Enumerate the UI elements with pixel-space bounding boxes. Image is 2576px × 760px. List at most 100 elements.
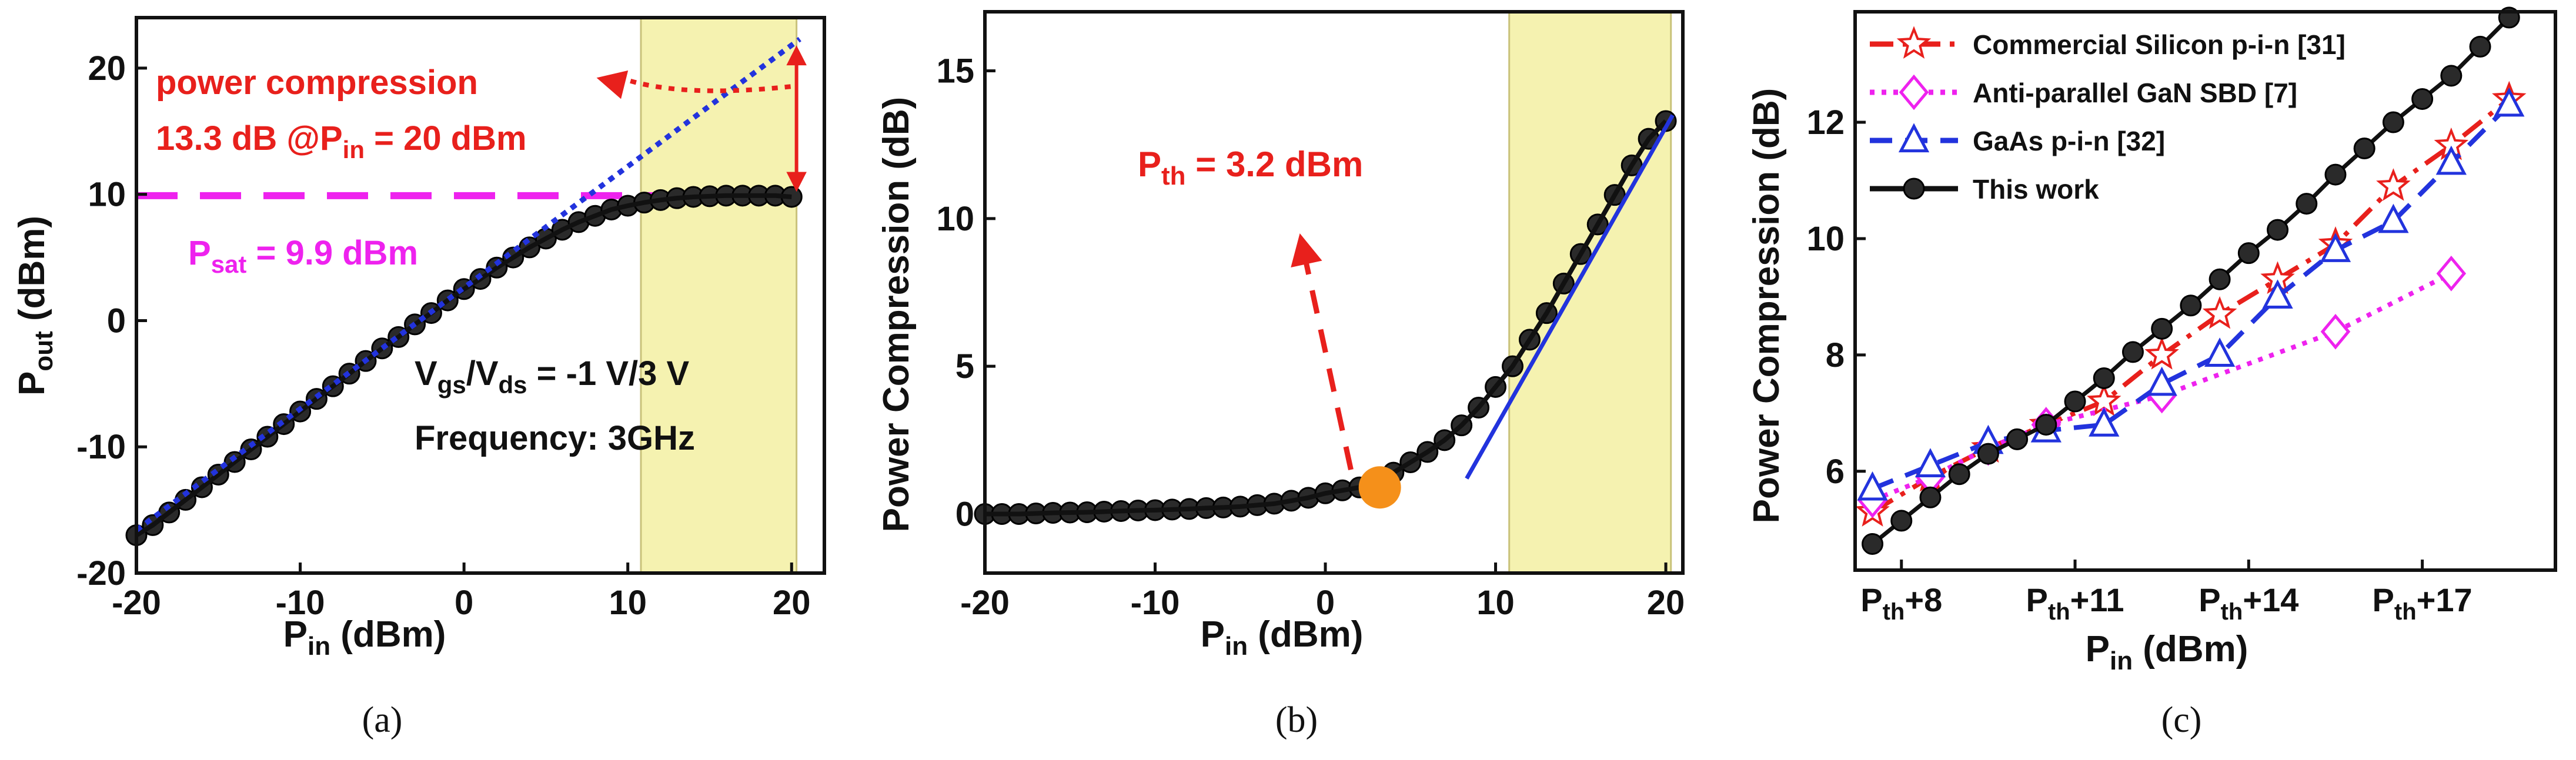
c-series-point — [2353, 138, 2375, 160]
y-tick-label: 10 — [936, 200, 974, 238]
c-series-point — [1977, 443, 1999, 465]
y-tick-label: 5 — [955, 347, 974, 386]
c-series-point — [1890, 510, 1913, 532]
y-tick-label: 20 — [88, 49, 126, 88]
b-caption: (b) — [1275, 700, 1318, 740]
a-ticks: -20 -10 0 10 20 -20 -10 0 10 20 — [76, 49, 810, 622]
y-tick-label: 8 — [1826, 336, 1845, 374]
c-series-point — [2151, 317, 2173, 340]
a-caption: (a) — [362, 700, 403, 740]
a-bias-label: Vgs/Vds = -1 V/3 V — [415, 354, 689, 399]
c-series-point — [2411, 88, 2434, 110]
b-threshold-arrow — [1303, 261, 1354, 471]
a-pointer-line — [619, 75, 791, 93]
x-tick-label-main: P — [2373, 581, 2394, 618]
x-tick-label-main: P — [1860, 581, 1882, 618]
c-series-point — [2204, 337, 2236, 367]
c-series-point — [2267, 219, 2289, 241]
y-tick-label: 0 — [107, 302, 126, 340]
b-threshold-point — [1358, 466, 1401, 509]
x-tick-label: -10 — [1131, 584, 1180, 622]
c-series-point — [2146, 366, 2177, 396]
a-psat-label: Psat = 9.9 dBm — [188, 234, 418, 278]
c-series-point — [1862, 533, 1884, 555]
y-tick-label: -20 — [76, 554, 126, 592]
c-series-point — [2436, 256, 2467, 292]
b-measured-line — [985, 119, 1668, 517]
y-tick-label: -10 — [76, 428, 126, 466]
c-series-point — [2237, 242, 2260, 265]
c-series-point — [2035, 414, 2057, 436]
x-tick-label-sub: th — [2221, 599, 2243, 625]
x-tick-label: -20 — [960, 584, 1010, 622]
a-y-axis-title: Pout (dBm) — [12, 216, 58, 396]
x-tick-label: 20 — [773, 584, 811, 622]
a-plot-content — [125, 36, 807, 547]
c-legend-marker — [1896, 26, 1932, 59]
c-y-axis-title: Power Compression (dB) — [1746, 88, 1787, 524]
b-ticks: -20 -10 0 10 20 0 5 10 15 — [936, 52, 1685, 622]
c-series-point — [2093, 367, 2115, 389]
c-series-point — [1915, 448, 1946, 477]
c-series-point — [2469, 35, 2491, 58]
c-series-point — [2494, 87, 2525, 117]
x-tick-label: 20 — [1647, 584, 1685, 622]
b-y-axis-title: Power Compression (dB) — [876, 97, 917, 533]
x-tick-label-sub: th — [2394, 599, 2417, 625]
c-series-point — [2324, 163, 2347, 186]
a-plot-frame — [135, 16, 826, 575]
x-tick-label: Pth+8 — [1860, 581, 1942, 625]
a-x-axis-title: Pin (dBm) — [283, 614, 446, 661]
x-tick-label-tail: +14 — [2243, 581, 2298, 618]
c-series-point — [2435, 145, 2467, 175]
c-legend-label: GaAs p-i-n [32] — [1973, 126, 2165, 156]
b-tangent-line — [1465, 114, 1675, 480]
c-series-point — [2006, 428, 2029, 450]
c-series-point — [1948, 463, 1970, 486]
x-tick-label: 10 — [1476, 584, 1515, 622]
c-series-point — [2209, 268, 2231, 290]
c-series-point — [2262, 279, 2293, 309]
c-legend-marker — [1899, 74, 1929, 111]
y-tick-label: 10 — [88, 176, 126, 214]
y-tick-label: 12 — [1806, 103, 1845, 142]
x-tick-label: 10 — [609, 584, 647, 622]
a-compression-label-line1: power compression — [156, 63, 478, 102]
c-series-point — [2180, 294, 2202, 317]
panel-a: -20 -10 0 10 20 -20 -10 0 10 20 Pin (dBm) Pout (d… — [12, 16, 826, 740]
c-legend-marker — [1903, 178, 1925, 200]
c-plot-content — [1855, 6, 2527, 555]
c-series-point — [2376, 168, 2411, 201]
x-tick-label: -10 — [276, 584, 325, 622]
c-series-point — [2121, 341, 2144, 363]
c-legend: Commercial Silicon p-i-n [31] Anti-parall… — [1870, 26, 2346, 205]
x-tick-label-tail: +8 — [1905, 581, 1942, 618]
a-pointer-arrow-head — [596, 70, 629, 99]
x-tick-label: -20 — [112, 584, 161, 622]
x-tick-label-sub: th — [2048, 599, 2070, 625]
x-tick-label-sub: th — [1883, 599, 1905, 625]
b-plot-content — [974, 110, 1677, 525]
c-x-axis-title: Pin (dBm) — [2086, 629, 2248, 675]
c-plot-frame — [1853, 10, 2557, 572]
c-caption: (c) — [2161, 700, 2202, 740]
a-frequency-label: Frequency: 3GHz — [415, 419, 695, 457]
c-legend-label: Anti-parallel GaN SBD [7] — [1973, 78, 2297, 108]
c-series-line — [1871, 97, 2511, 514]
c-series-point — [2382, 111, 2404, 133]
x-tick-label: 0 — [1316, 584, 1335, 622]
b-x-axis-title: Pin (dBm) — [1201, 614, 1364, 661]
y-tick-label: 15 — [936, 52, 974, 91]
x-tick-label-tail: +17 — [2417, 581, 2473, 618]
c-series-point — [2320, 233, 2351, 262]
c-series-point — [2202, 296, 2237, 329]
x-tick-label-tail: +11 — [2070, 581, 2124, 618]
y-tick-label: 0 — [955, 495, 974, 533]
x-tick-label: Pth+17 — [2373, 581, 2473, 625]
a-compression-arrow-head-top — [786, 45, 807, 66]
c-legend-label: This work — [1973, 174, 2099, 205]
c-series-point — [2064, 390, 2086, 413]
b-plot-frame — [983, 10, 1685, 575]
